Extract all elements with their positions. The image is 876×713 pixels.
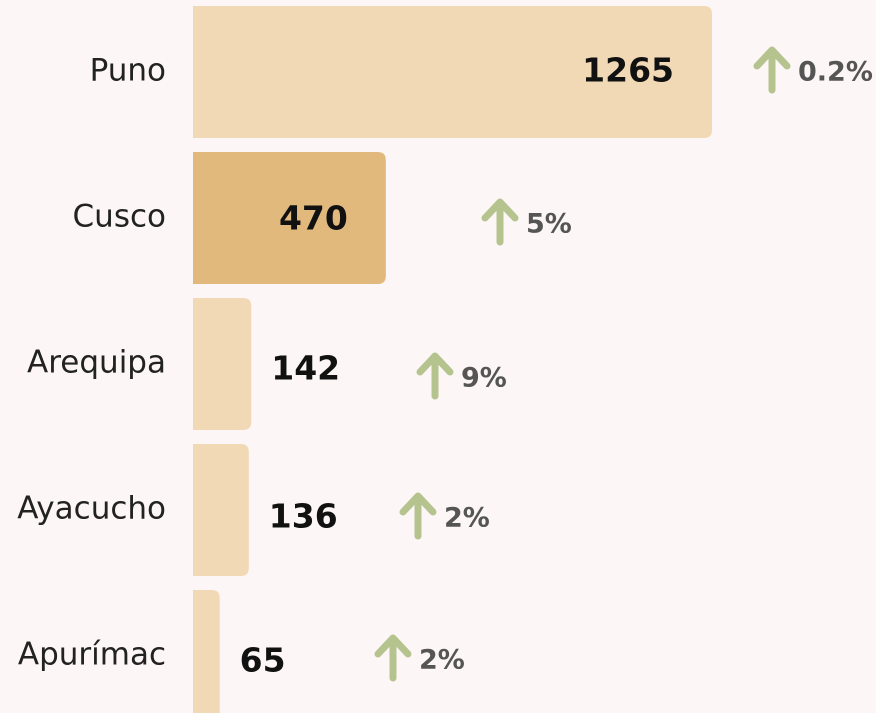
value-label: 470	[279, 199, 348, 238]
value-label: 142	[271, 349, 340, 388]
bar	[193, 152, 386, 284]
bar	[193, 444, 249, 576]
up-arrow	[374, 634, 412, 682]
change-label: 5%	[526, 209, 572, 240]
category-label: Ayacucho	[17, 491, 166, 527]
value-label: 65	[240, 641, 286, 680]
category-label: Puno	[90, 53, 166, 89]
value-label: 1265	[582, 51, 674, 90]
value-label: 136	[269, 497, 338, 536]
up-arrow	[399, 492, 437, 540]
bar	[193, 590, 220, 713]
bar	[193, 6, 712, 138]
bar	[193, 298, 252, 430]
change-label: 2%	[419, 645, 465, 676]
category-label: Apurímac	[18, 637, 166, 673]
change-label: 0.2%	[798, 57, 873, 88]
change-label: 2%	[444, 503, 490, 534]
up-arrow	[481, 198, 519, 246]
category-label: Arequipa	[27, 345, 166, 381]
category-label: Cusco	[73, 199, 166, 235]
up-arrow	[416, 352, 454, 400]
up-arrow	[753, 46, 791, 94]
change-label: 9%	[461, 363, 507, 394]
